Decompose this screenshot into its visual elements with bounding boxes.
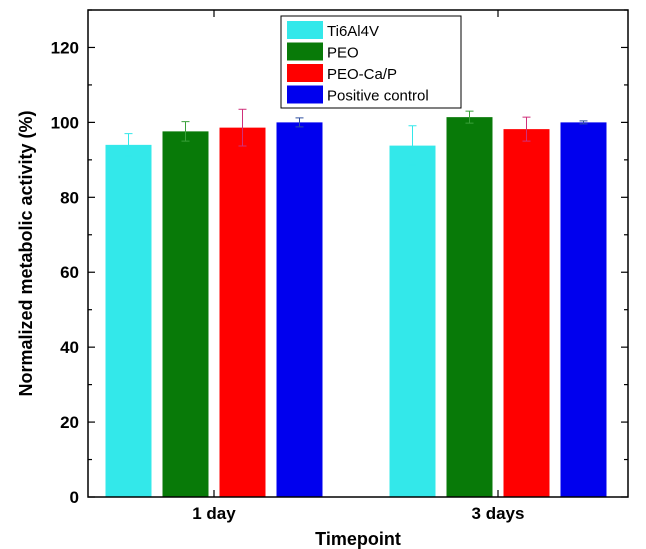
axes: 0 20 40 60 80 100 120 1 day 3 days [51, 9, 629, 523]
x-tick-label: 3 days [472, 504, 525, 523]
y-tick-label: 0 [70, 488, 79, 507]
y-tick-label: 60 [60, 263, 79, 282]
legend-swatch [287, 64, 323, 82]
y-axis-title: Normalized metabolic activity (%) [16, 110, 36, 396]
bar [276, 122, 323, 497]
legend-label: PEO [327, 45, 359, 62]
plot-frame [87, 9, 629, 498]
legend-swatch [287, 85, 323, 104]
legend-swatch [287, 21, 323, 39]
y-tick-label: 100 [51, 113, 79, 132]
bar [560, 122, 607, 497]
y-tick-label: 80 [60, 188, 79, 207]
legend-label: Positive control [327, 88, 429, 105]
x-tick-label: 1 day [192, 504, 236, 523]
plot-area [105, 108, 607, 498]
legend-swatch [287, 42, 323, 61]
y-tick-label: 20 [60, 413, 79, 432]
y-tick-label: 120 [51, 38, 79, 57]
y-tick-label: 40 [60, 338, 79, 357]
legend-label: PEO-Ca/P [327, 66, 397, 83]
bar [389, 145, 436, 497]
bar [219, 127, 266, 497]
legend: Ti6Al4V PEO PEO-Ca/P Positive control [280, 15, 462, 109]
bar [162, 131, 209, 498]
x-axis-title: Timepoint [315, 529, 401, 549]
bar [503, 129, 550, 497]
legend-label: Ti6Al4V [327, 23, 379, 40]
bar [105, 144, 152, 497]
bar [446, 117, 493, 497]
